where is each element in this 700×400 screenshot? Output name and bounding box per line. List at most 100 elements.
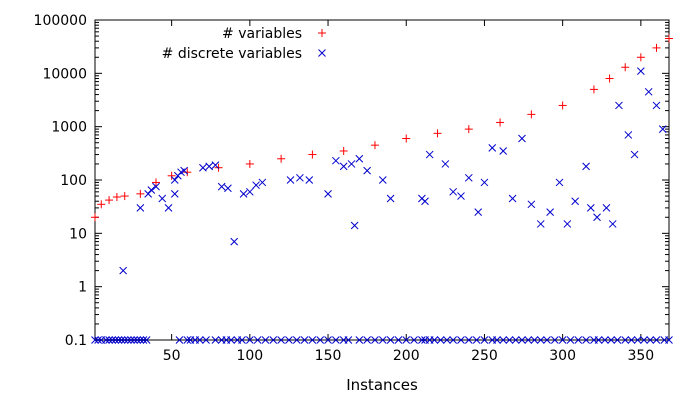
- legend-marker-discrete-variables: [318, 49, 326, 57]
- discrete-variables-point: [355, 336, 364, 344]
- discrete-variables-point: [292, 336, 301, 344]
- discrete-variables-point: [245, 336, 254, 344]
- discrete-variables-point: [211, 161, 220, 169]
- legend: # variables # discrete variables: [162, 26, 326, 62]
- discrete-variables-point: [425, 150, 434, 159]
- variables-point: [636, 53, 645, 62]
- discrete-variables-point: [199, 163, 207, 172]
- y-tick-label: 0.1: [65, 333, 87, 349]
- discrete-variables-point: [105, 336, 113, 344]
- discrete-variables-point: [518, 336, 526, 344]
- x-tick-label: 200: [393, 348, 420, 364]
- discrete-variables-point: [488, 144, 497, 152]
- discrete-variables-point: [332, 336, 340, 344]
- discrete-variables-point: [277, 336, 285, 344]
- discrete-variables-point: [227, 336, 235, 344]
- discrete-variables-point: [142, 336, 151, 344]
- x-tick-label: 300: [549, 348, 576, 364]
- variables-point: [652, 43, 661, 52]
- discrete-variables-point: [493, 336, 501, 344]
- discrete-variables-point: [665, 336, 673, 344]
- variables-point: [105, 196, 114, 205]
- variables-point: [245, 159, 254, 168]
- discrete-variables-point: [245, 187, 254, 196]
- discrete-variables-point: [430, 336, 439, 344]
- discrete-variables-point: [574, 336, 583, 344]
- y-tick-label: 1000: [51, 120, 87, 136]
- discrete-variables-point: [183, 336, 192, 344]
- discrete-variables-point: [305, 176, 314, 184]
- discrete-variables-point: [543, 336, 551, 344]
- discrete-variables-point: [436, 336, 445, 344]
- discrete-variables-point: [652, 336, 661, 344]
- discrete-variables-point: [239, 189, 248, 198]
- discrete-variables-point: [339, 162, 348, 171]
- discrete-variables-point: [136, 204, 145, 212]
- discrete-variables-point: [624, 131, 633, 139]
- discrete-variables-point: [378, 336, 387, 344]
- discrete-variables-point: [474, 208, 483, 216]
- discrete-variables-point: [286, 176, 295, 184]
- discrete-variables-point: [607, 336, 615, 344]
- variables-point: [464, 125, 473, 134]
- discrete-variables-point: [119, 266, 128, 275]
- plot-frame: [94, 19, 670, 341]
- discrete-variables-point: [230, 237, 239, 246]
- discrete-variables-point: [355, 154, 364, 163]
- variables-point: [308, 150, 317, 159]
- discrete-variables-point: [170, 189, 179, 198]
- legend-label-variables: # variables: [222, 26, 302, 42]
- variables-point: [151, 178, 160, 187]
- variables-point: [558, 101, 567, 110]
- x-axis: 50 100 150 200 250 300 350: [163, 20, 654, 364]
- discrete-variables-point: [508, 194, 517, 203]
- variables-point: [496, 118, 505, 127]
- discrete-variables-point: [175, 336, 184, 344]
- legend-label-discrete-variables: # discrete variables: [162, 46, 302, 62]
- discrete-variables-point: [402, 336, 411, 344]
- variables-point: [433, 129, 442, 138]
- discrete-variables-point: [464, 336, 473, 344]
- discrete-variables-point: [308, 336, 317, 344]
- discrete-variables-point: [582, 336, 590, 344]
- discrete-variables-point: [144, 189, 153, 198]
- discrete-variables-point: [363, 336, 371, 344]
- discrete-variables-point: [261, 336, 270, 344]
- discrete-variables-point: [608, 220, 617, 228]
- variables-point: [605, 74, 614, 83]
- variables-point: [183, 168, 192, 177]
- discrete-variables-point: [344, 336, 353, 344]
- discrete-variables-point: [123, 336, 132, 344]
- discrete-variables-point: [269, 336, 278, 344]
- discrete-variables-point: [386, 336, 395, 344]
- variables-point: [277, 154, 286, 163]
- discrete-variables-point: [127, 336, 135, 344]
- discrete-variables-point: [211, 336, 220, 344]
- variables-point: [97, 200, 106, 209]
- discrete-variables-point: [332, 156, 340, 165]
- discrete-variables-point: [217, 182, 226, 191]
- discrete-variables-point: [253, 336, 262, 344]
- variables-point: [370, 141, 379, 150]
- variables-point: [402, 134, 411, 143]
- x-tick-label: 150: [315, 348, 342, 364]
- discrete-variables-point: [91, 336, 99, 344]
- x-tick-label: 50: [163, 348, 181, 364]
- discrete-variables-point: [658, 125, 667, 133]
- discrete-variables-point: [120, 336, 129, 344]
- variables-point: [136, 189, 145, 198]
- y-tick-label: 1: [78, 280, 87, 296]
- discrete-variables-point: [582, 162, 590, 171]
- discrete-variables-point: [633, 336, 642, 344]
- discrete-variables-point: [449, 187, 458, 196]
- discrete-variables-point: [640, 336, 648, 344]
- discrete-variables-point: [457, 336, 465, 344]
- discrete-variables-point: [180, 166, 189, 175]
- x-tick-label: 100: [236, 348, 263, 364]
- discrete-variables-point: [546, 208, 554, 216]
- discrete-variables-point: [111, 336, 120, 344]
- discrete-variables-point: [136, 336, 145, 344]
- discrete-variables-point: [147, 186, 156, 194]
- discrete-variables-point: [480, 336, 489, 344]
- variables-point: [665, 34, 673, 43]
